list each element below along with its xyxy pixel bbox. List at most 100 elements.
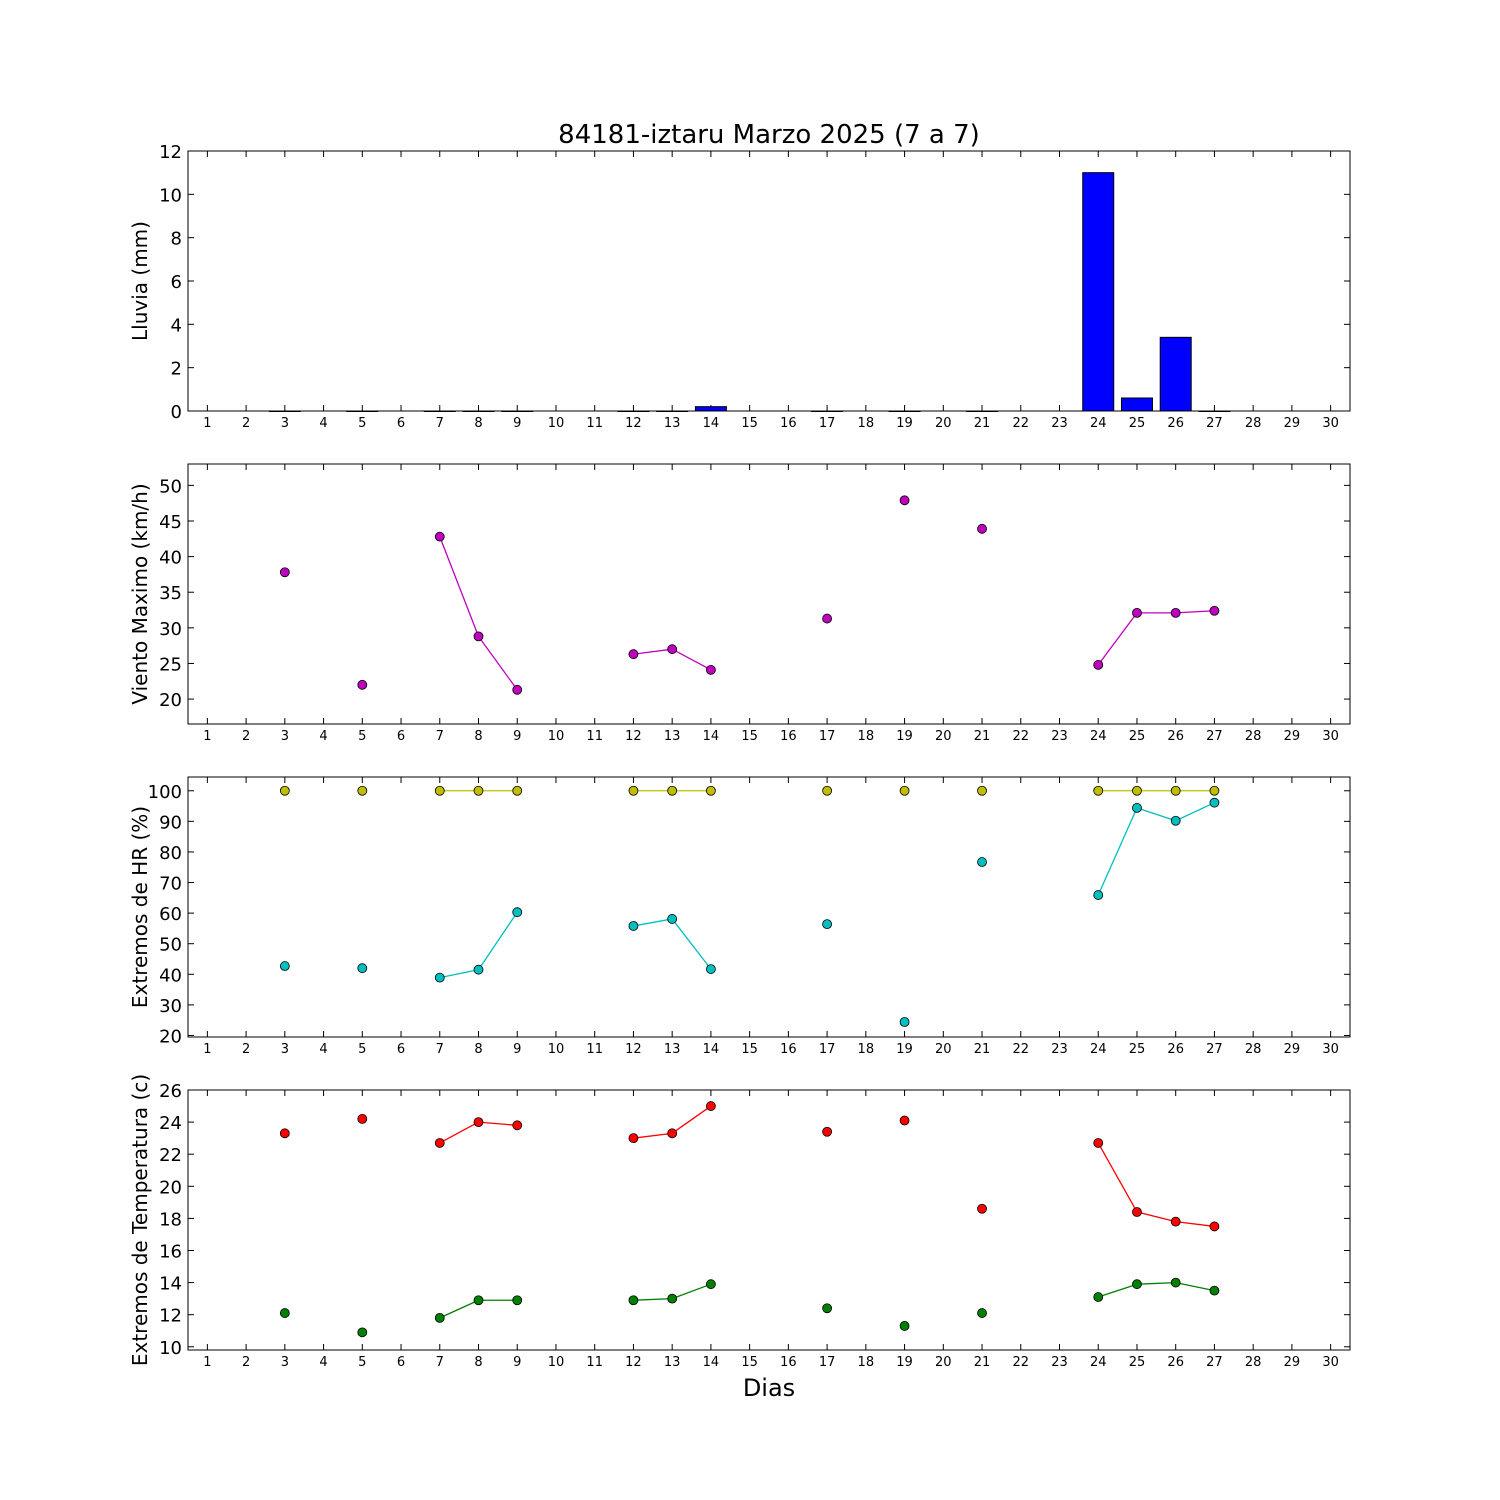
- data-point: [1093, 1292, 1104, 1302]
- x-tick-label: 26: [1167, 729, 1184, 744]
- data-point: [1132, 607, 1142, 618]
- x-tick-label: 23: [1051, 729, 1068, 744]
- x-tick-label: 16: [780, 416, 797, 431]
- data-point: [667, 1128, 678, 1139]
- data-point: [357, 1113, 368, 1124]
- data-point: [977, 1308, 987, 1318]
- data-point: [1209, 1221, 1220, 1232]
- data-point: [1209, 797, 1220, 808]
- x-tick-label: 27: [1206, 1042, 1223, 1057]
- x-tick-label: 22: [1012, 1355, 1029, 1370]
- y-tick-label: 12: [159, 142, 182, 163]
- series-line-segment: [439, 969, 479, 979]
- x-tick-label: 7: [436, 416, 444, 431]
- data-point: [628, 1295, 639, 1306]
- data-point: [1209, 785, 1220, 796]
- y-tick-label: 50: [159, 476, 182, 497]
- x-tick-label: 28: [1245, 1042, 1262, 1057]
- series-line-segment: [439, 1121, 479, 1144]
- data-point: [512, 907, 523, 918]
- data-point: [512, 684, 523, 695]
- y-tick-label: 8: [171, 229, 182, 250]
- data-point: [512, 1295, 523, 1306]
- x-tick-label: 13: [664, 416, 681, 431]
- data-point: [899, 495, 910, 506]
- y-axis-label: Viento Maximo (km/h): [128, 483, 152, 704]
- y-tick-label: 16: [159, 1241, 182, 1262]
- x-tick-label: 28: [1245, 416, 1262, 431]
- data-point: [434, 1313, 445, 1323]
- x-tick-label: 2: [242, 1042, 250, 1057]
- data-point: [899, 1017, 910, 1027]
- data-point: [1132, 802, 1142, 813]
- series-line-segment: [633, 918, 673, 927]
- y-tick-label: 24: [159, 1113, 182, 1134]
- data-point: [1132, 1207, 1142, 1217]
- x-tick-label: 7: [436, 729, 444, 744]
- data-point: [279, 1308, 290, 1318]
- data-point: [667, 1293, 678, 1304]
- bar: [1159, 336, 1192, 412]
- y-axis-label: Lluvia (mm): [128, 221, 152, 341]
- x-tick-label: 18: [858, 1042, 875, 1057]
- y-tick-label: 18: [159, 1209, 182, 1230]
- x-tick-label: 3: [281, 729, 289, 744]
- x-tick-label: 15: [741, 1355, 758, 1370]
- data-point: [357, 785, 368, 796]
- y-tick-label: 60: [159, 904, 182, 925]
- data-point: [628, 649, 639, 660]
- data-point: [667, 785, 678, 796]
- x-tick-label: 30: [1322, 729, 1339, 744]
- x-tick-label: 18: [858, 1355, 875, 1370]
- x-tick-label: 20: [935, 1355, 952, 1370]
- x-tick-label: 22: [1012, 729, 1029, 744]
- x-tick-label: 1: [203, 416, 211, 431]
- x-tick-label: 8: [474, 1042, 482, 1057]
- series-line-segment: [671, 1283, 712, 1300]
- x-tick-label: 18: [858, 729, 875, 744]
- plot-frame: [187, 1089, 1351, 1351]
- x-tick-label: 5: [358, 729, 366, 744]
- x-tick-label: 11: [586, 729, 603, 744]
- x-tick-label: 1: [203, 729, 211, 744]
- data-point: [822, 613, 832, 624]
- series-line-segment: [633, 1297, 673, 1301]
- y-tick-label: 70: [159, 874, 182, 895]
- x-tick-label: 25: [1129, 729, 1146, 744]
- x-tick-label: 2: [242, 416, 250, 431]
- y-tick-label: 12: [159, 1306, 182, 1327]
- x-tick-label: 18: [858, 416, 875, 431]
- x-tick-label: 6: [397, 1042, 405, 1057]
- series-line-segment: [671, 648, 712, 671]
- data-point: [1170, 607, 1181, 618]
- y-axis-label: Extremos de Temperatura (c): [128, 1074, 152, 1366]
- x-tick-label: 13: [664, 1355, 681, 1370]
- data-point: [899, 1115, 910, 1126]
- data-point: [1093, 659, 1104, 670]
- series-line-segment: [1097, 807, 1138, 896]
- y-tick-label: 10: [159, 1338, 182, 1359]
- x-tick-label: 11: [586, 1042, 603, 1057]
- series-1: [279, 785, 1220, 796]
- x-tick-label: 5: [358, 1042, 366, 1057]
- y-tick-label: 20: [159, 1026, 182, 1047]
- x-tick-label: 13: [664, 729, 681, 744]
- x-tick-label: 29: [1284, 1042, 1301, 1057]
- data-point: [706, 785, 716, 796]
- data-point: [434, 785, 445, 796]
- y-tick-label: 26: [159, 1081, 182, 1102]
- x-tick-label: 27: [1206, 416, 1223, 431]
- y-tick-label: 50: [159, 935, 182, 956]
- x-tick-label: 30: [1322, 416, 1339, 431]
- y-tick-label: 0: [171, 402, 182, 423]
- x-tick-label: 20: [935, 416, 952, 431]
- data-point: [1170, 785, 1181, 796]
- x-tick-label: 26: [1167, 416, 1184, 431]
- data-point: [628, 921, 639, 931]
- x-tick-label: 16: [780, 1355, 797, 1370]
- x-tick-label: 9: [513, 416, 521, 431]
- x-tick-label: 26: [1167, 1042, 1184, 1057]
